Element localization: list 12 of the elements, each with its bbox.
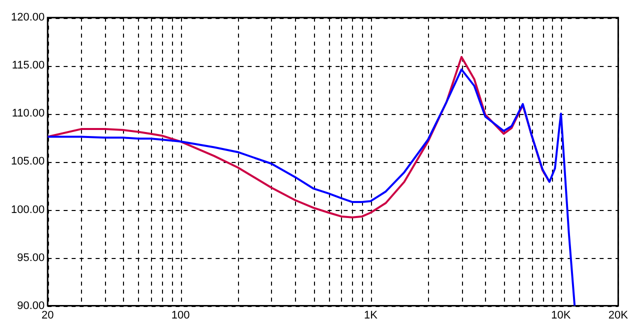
y-tick-label: 105.00 xyxy=(10,156,45,168)
y-tick-label: 100.00 xyxy=(10,204,45,216)
y-tick-label: 95.00 xyxy=(17,252,45,264)
x-tick-label: 1K xyxy=(364,309,378,322)
y-tick-label: 110.00 xyxy=(12,108,45,120)
y-tick-label: 90.00 xyxy=(17,300,45,312)
y-tick-label: 120.00 xyxy=(10,12,45,24)
x-tick-label: 20K xyxy=(608,309,629,322)
x-tick-label: 10K xyxy=(551,309,572,322)
x-tick-label: 20 xyxy=(42,309,54,322)
y-tick-label: 115.00 xyxy=(12,60,45,72)
x-tick-label: 100 xyxy=(171,309,190,322)
